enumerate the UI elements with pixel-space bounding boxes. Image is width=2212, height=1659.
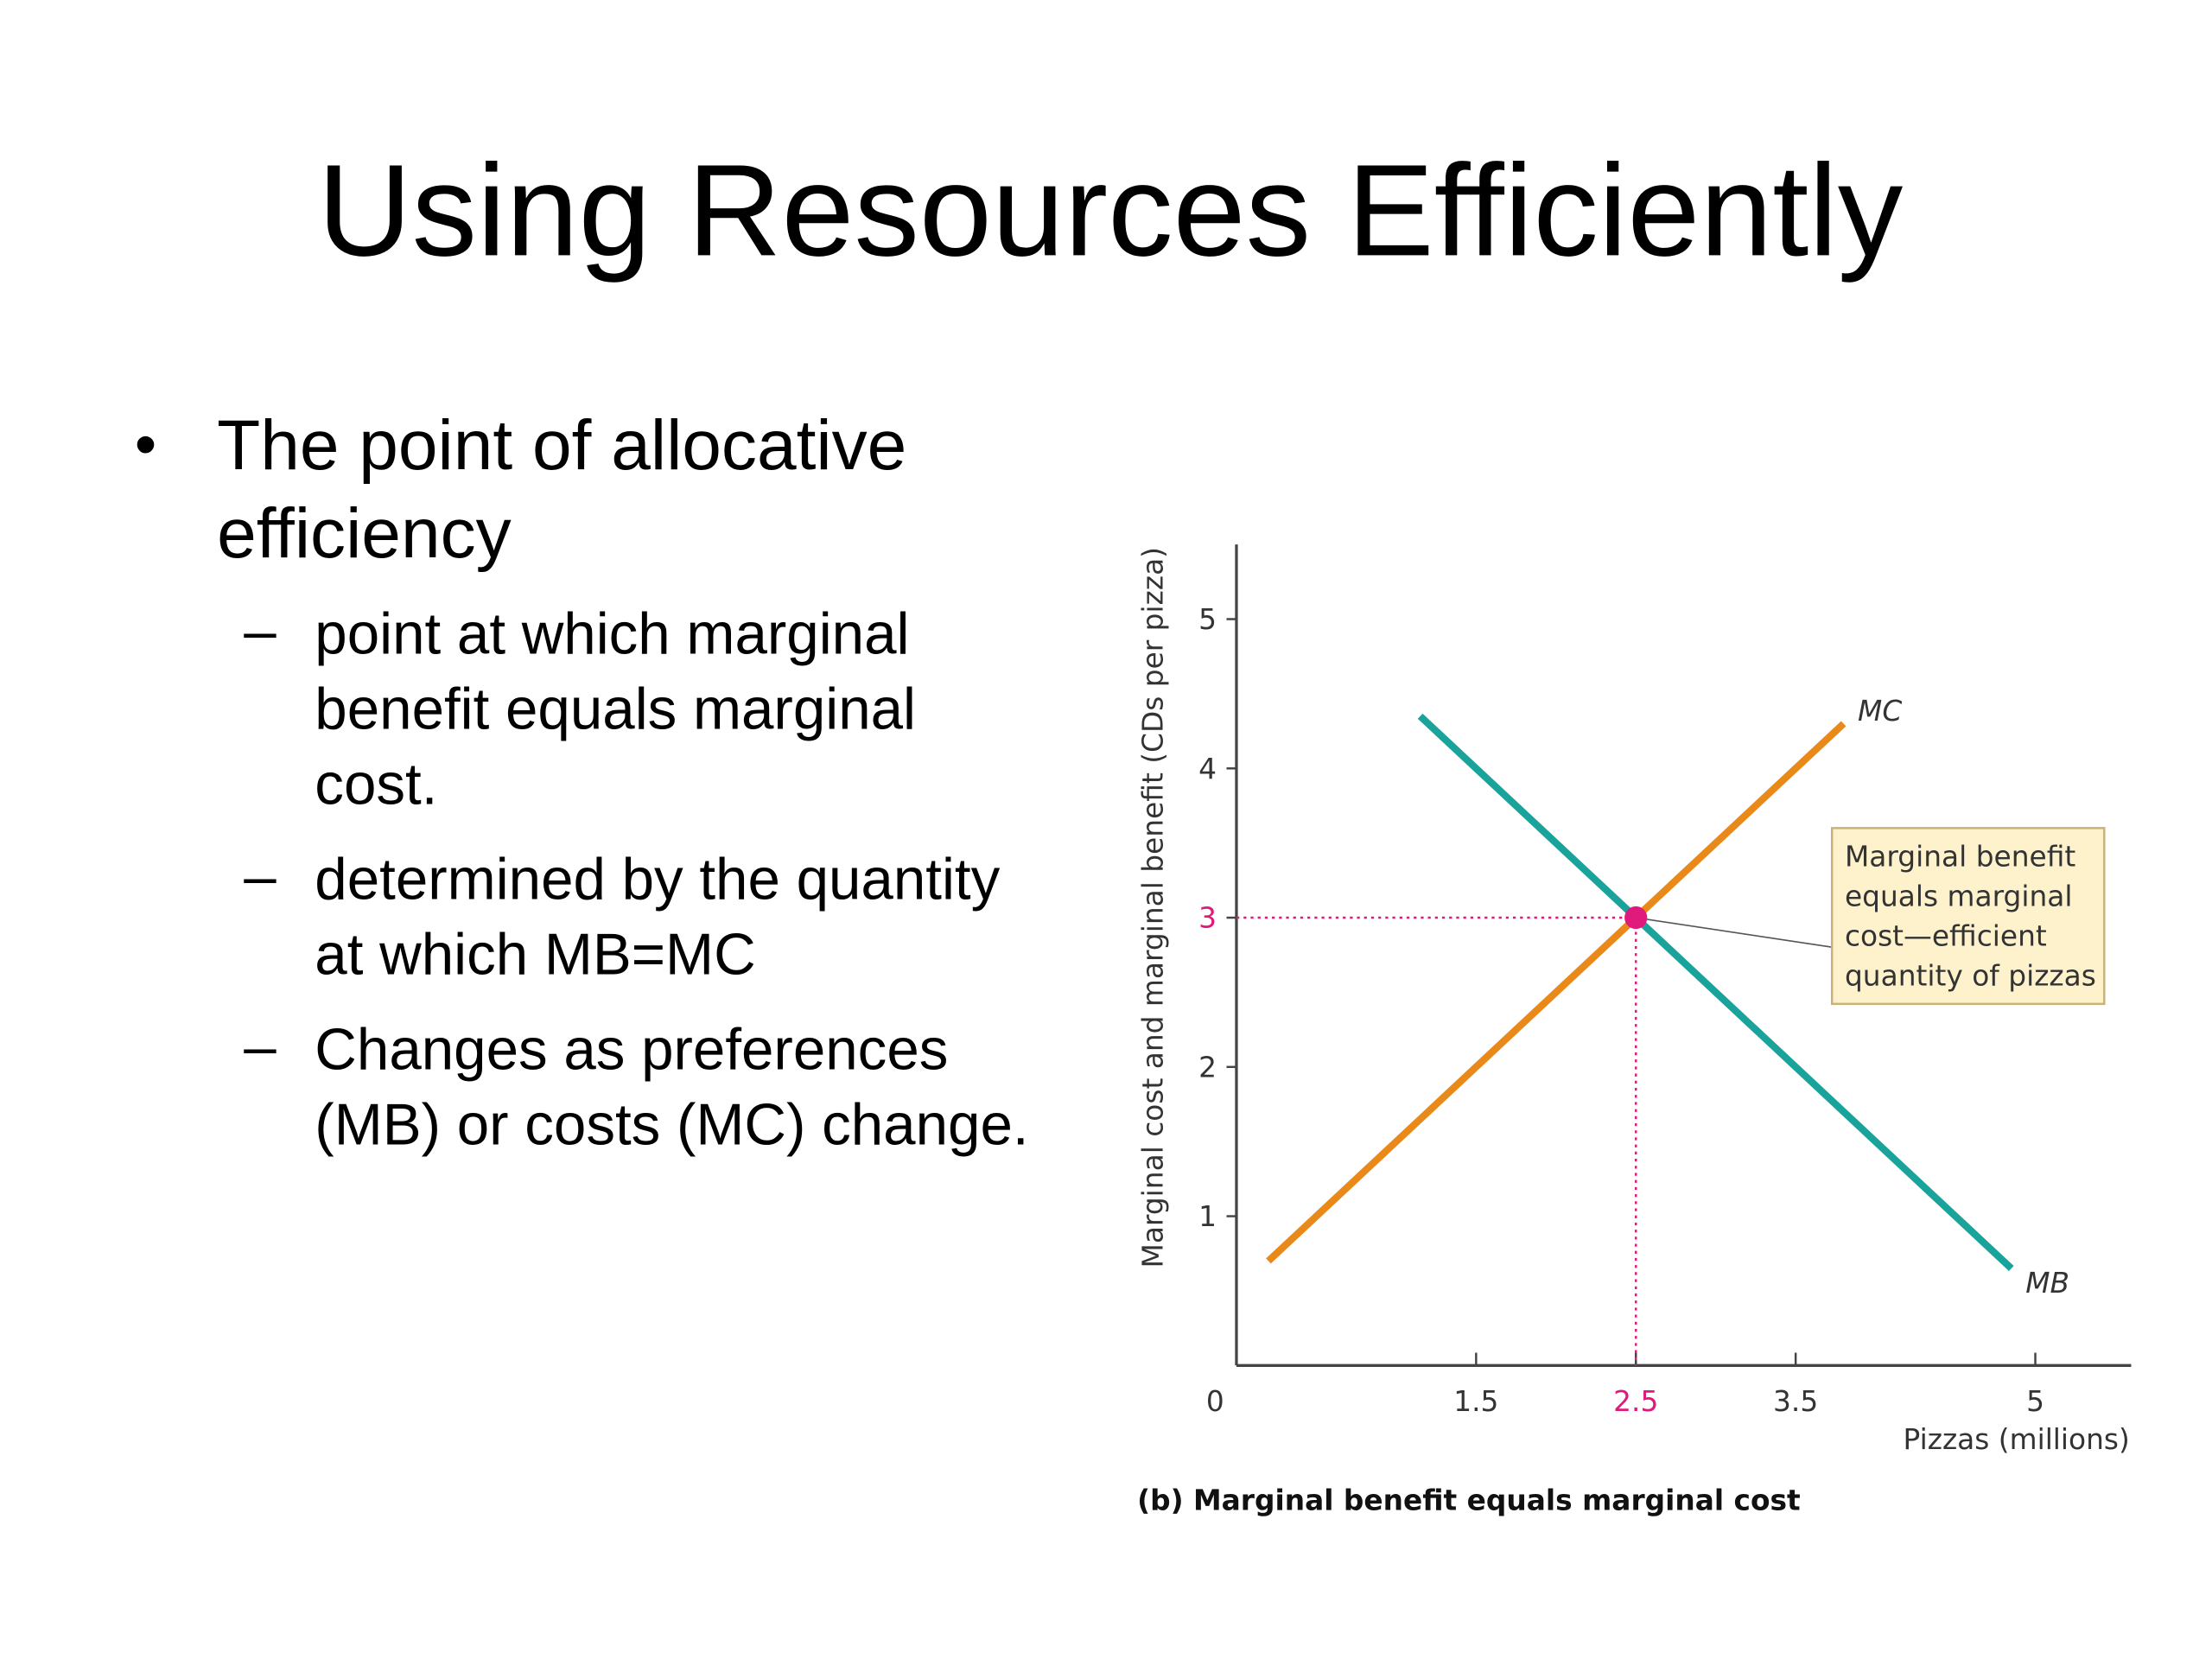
y-axis-label: Marginal cost and marginal benefit (CDs … xyxy=(1137,547,1170,1268)
chart: Marginal cost and marginal benefit (CDs … xyxy=(1137,544,2132,1517)
y-tick-label: 1 xyxy=(1198,1200,1217,1233)
annotation-text: cost—efficient xyxy=(1845,920,2047,953)
y-tick-label: 3 xyxy=(1198,902,1217,935)
x-tick-label: 1.5 xyxy=(1453,1385,1498,1418)
y-tick-label: 2 xyxy=(1198,1051,1217,1084)
sub-bullet-marker: – xyxy=(244,1014,276,1079)
series-label: MC xyxy=(1858,695,1902,728)
series-line xyxy=(1266,721,1847,1264)
x-tick-label: 2.5 xyxy=(1613,1385,1658,1418)
bullet-marker: • xyxy=(135,410,156,479)
y-tick-label: 4 xyxy=(1198,753,1217,785)
series-label: MB xyxy=(2025,1267,2069,1300)
equilibrium-point xyxy=(1624,906,1648,930)
sub-bullet-text: point at which marginal benefit equals m… xyxy=(315,601,916,817)
annotation-box xyxy=(1830,827,2106,1006)
x-axis-label: Pizzas (millions) xyxy=(1904,1423,2130,1456)
y-tick-label: 5 xyxy=(1198,603,1217,636)
series-line xyxy=(1417,713,2014,1272)
bullet-list: • The point of allocative efficiency– poin… xyxy=(135,405,1029,1158)
slide-title: Using Resources Efficiently xyxy=(318,137,1904,283)
annotation-text: quantity of pizzas xyxy=(1845,960,2096,993)
text-block: determined by the quantity at which MB=M… xyxy=(315,846,1001,988)
x-tick-label: 3.5 xyxy=(1773,1385,1818,1418)
bullet-text: The point of allocative efficiency xyxy=(217,405,907,573)
sub-bullet-marker: – xyxy=(244,599,276,664)
sub-bullet-text: determined by the quantity at which MB=M… xyxy=(315,846,1001,988)
leader-line xyxy=(1636,917,1833,949)
x-tick-label: 0 xyxy=(1206,1385,1224,1418)
sub-bullet-text: Changes as preferences (MB) or costs (MC… xyxy=(315,1016,1029,1158)
sub-bullet-marker: – xyxy=(244,844,276,909)
text-block: Changes as preferences (MB) or costs (MC… xyxy=(315,1016,1029,1158)
annotation-text: equals marginal xyxy=(1845,880,2073,913)
text-block: point at which marginal benefit equals m… xyxy=(315,601,916,817)
annotation-text: Marginal benefit xyxy=(1845,841,2075,874)
x-tick-label: 5 xyxy=(2026,1385,2044,1418)
text-block: The point of allocative efficiency xyxy=(217,405,907,573)
chart-caption: (b) Marginal benefit equals marginal cos… xyxy=(1137,1484,1801,1517)
